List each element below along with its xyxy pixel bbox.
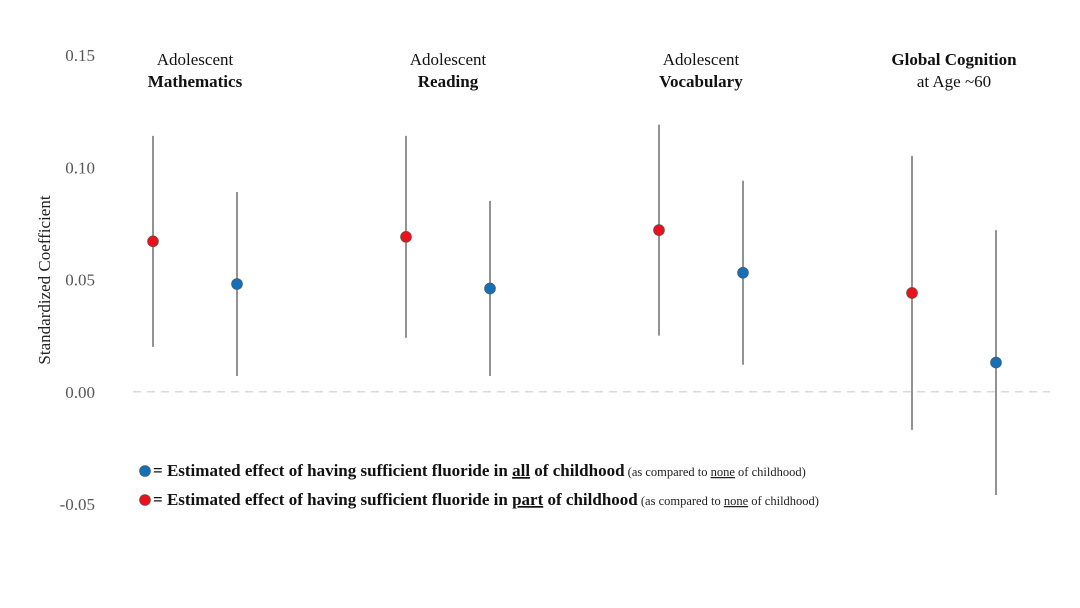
point-part-of-childhood: [400, 231, 412, 243]
chart-marks: [147, 124, 1002, 496]
y-tick-label: 0.05: [65, 271, 95, 290]
panel-title-line2: at Age ~60: [917, 72, 991, 91]
legend-entry: = Estimated effect of having sufficient …: [153, 490, 819, 509]
point-all-of-childhood: [231, 278, 243, 290]
panel-titles: Adolescent Mathematics Adolescent Reading Ad…: [148, 50, 1017, 91]
point-all-of-childhood: [484, 282, 496, 295]
panel-title-line1: Adolescent: [663, 50, 740, 69]
panel-title-line2: Reading: [418, 72, 479, 91]
point-part-of-childhood: [906, 287, 918, 299]
y-tick-label: 0.15: [65, 46, 95, 65]
panel-title-line1: Adolescent: [157, 50, 234, 69]
y-tick-label: -0.05: [60, 495, 95, 514]
panel-title-line2: Vocabulary: [659, 72, 743, 91]
point-part-of-childhood: [653, 224, 665, 236]
point-part-of-childhood: [147, 235, 159, 248]
y-tick-label: 0.00: [65, 383, 95, 402]
point-all-of-childhood: [990, 356, 1002, 369]
y-axis: Standardized Coefficient 0.15 0.10 0.05 0.0…: [35, 46, 95, 514]
legend-marker: [139, 465, 151, 477]
panel-title-line1: Global Cognition: [891, 50, 1017, 69]
y-axis-label: Standardized Coefficient: [35, 195, 54, 364]
panel-title-line1: Adolescent: [410, 50, 487, 69]
panel-title-line2: Mathematics: [148, 72, 243, 91]
legend-entry: = Estimated effect of having sufficient …: [153, 461, 806, 480]
point-all-of-childhood: [737, 266, 749, 279]
legend: = Estimated effect of having sufficient …: [139, 461, 819, 509]
legend-marker: [139, 494, 151, 506]
y-tick-label: 0.10: [65, 158, 95, 177]
